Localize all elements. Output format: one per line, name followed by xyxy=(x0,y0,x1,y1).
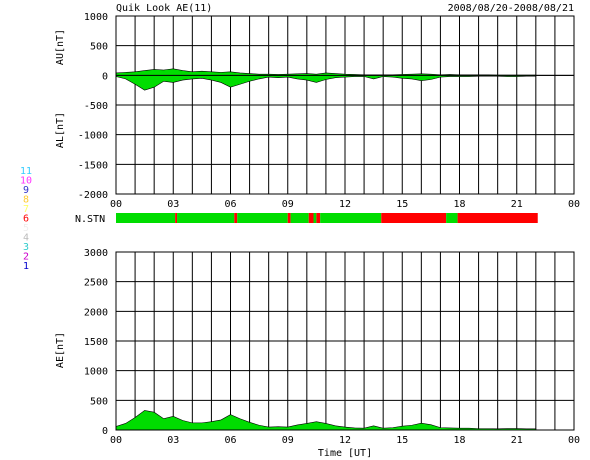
station-count-strip: N.STN xyxy=(75,213,538,225)
au-al-xtick: 09 xyxy=(282,199,294,210)
ae-axis-label: AE[nT] xyxy=(55,332,66,368)
chart-title: Quik Look AE(11) xyxy=(116,3,212,14)
station-number: 3 xyxy=(23,242,29,253)
ae-series xyxy=(115,410,537,431)
ae-ytick: 0 xyxy=(102,426,108,437)
station-number: 8 xyxy=(23,195,29,206)
au-al-xtick: 15 xyxy=(396,199,408,210)
nstn-segment xyxy=(320,213,382,223)
au-al-ytick: 0 xyxy=(102,71,108,82)
nstn-segment xyxy=(234,213,238,223)
station-number: 9 xyxy=(23,185,29,196)
ae-ytick: 500 xyxy=(90,396,108,407)
ae-ytick-labels: 3000 2500 2000 1500 1000 500 0 xyxy=(84,248,108,437)
au-al-xtick: 21 xyxy=(511,199,523,210)
ae-ytick: 3000 xyxy=(84,248,108,259)
au-axis-label: AU[nT] xyxy=(55,29,66,65)
ae-ytick: 2500 xyxy=(84,278,108,289)
nstn-segment xyxy=(290,213,309,223)
station-number: 10 xyxy=(20,176,32,187)
au-al-xtick: 03 xyxy=(167,199,179,210)
nstn-segment xyxy=(177,213,235,223)
ae-xtick: 00 xyxy=(568,435,580,446)
ae-xtick: 03 xyxy=(167,435,179,446)
station-number: 1 xyxy=(23,261,29,272)
au-al-xtick: 00 xyxy=(110,199,122,210)
nstn-segment xyxy=(381,213,447,223)
nstn-segment xyxy=(116,213,176,223)
ae-xtick: 21 xyxy=(511,435,523,446)
au-al-frame xyxy=(115,15,575,195)
ae-xtick: 00 xyxy=(110,435,122,446)
au-al-grid xyxy=(115,15,575,195)
nstn-label: N.STN xyxy=(75,214,105,225)
ae-panel: 3000 2500 2000 1500 1000 500 0 00 03 06 09 12 15 18 2… xyxy=(55,248,580,459)
au-al-ytick-labels: 1000 500 0 -500 -1000 -1500 -2000 xyxy=(78,12,108,201)
nstn-segment xyxy=(308,213,314,223)
au-al-xtick: 18 xyxy=(453,199,465,210)
nstn-segment xyxy=(457,213,538,223)
ae-frame xyxy=(115,251,575,431)
station-number: 11 xyxy=(20,166,32,177)
au-al-xtick: 12 xyxy=(339,199,351,210)
nstn-segment xyxy=(237,213,288,223)
au-al-xtick: 00 xyxy=(568,199,580,210)
ae-xtick: 12 xyxy=(339,435,351,446)
ae-grid xyxy=(115,251,575,431)
station-number: 7 xyxy=(23,204,29,215)
al-series xyxy=(115,75,537,91)
nstn-segments xyxy=(116,213,538,223)
au-al-panel: 1000 500 0 -500 -1000 -1500 -2000 00 03 06 09 12 15… xyxy=(55,12,580,210)
au-al-ytick: -2000 xyxy=(78,190,108,201)
nstn-segment xyxy=(316,213,321,223)
station-number: 2 xyxy=(23,252,29,263)
au-al-ytick: 500 xyxy=(90,42,108,53)
al-area xyxy=(115,75,537,91)
nstn-segment xyxy=(313,213,317,223)
ae-ytick: 2000 xyxy=(84,307,108,318)
nstn-segment xyxy=(287,213,291,223)
au-al-ytick: -1000 xyxy=(78,131,108,142)
ae-xtick: 15 xyxy=(396,435,408,446)
au-al-ytick: -500 xyxy=(84,101,108,112)
nstn-segment xyxy=(446,213,458,223)
al-axis-label: AL[nT] xyxy=(55,112,66,148)
au-al-ytick: -1500 xyxy=(78,160,108,171)
ae-area xyxy=(115,410,537,431)
ae-ytick: 1000 xyxy=(84,367,108,378)
date-range: 2008/08/20-2008/08/21 xyxy=(448,3,574,14)
ae-ytick: 1500 xyxy=(84,337,108,348)
au-al-ytick: 1000 xyxy=(84,12,108,23)
ae-xtick: 09 xyxy=(282,435,294,446)
nstn-segment xyxy=(175,213,178,223)
ae-xtick-labels: 00 03 06 09 12 15 18 21 00 xyxy=(110,435,580,446)
au-al-xtick-labels: 00 03 06 09 12 15 18 21 00 xyxy=(110,199,580,210)
x-axis-label: Time [UT] xyxy=(318,448,372,459)
station-number: 6 xyxy=(23,214,29,225)
ae-xtick: 06 xyxy=(224,435,236,446)
au-al-xtick: 06 xyxy=(224,199,236,210)
station-number: 4 xyxy=(23,233,29,244)
station-number: 5 xyxy=(23,223,29,234)
ae-xtick: 18 xyxy=(453,435,465,446)
